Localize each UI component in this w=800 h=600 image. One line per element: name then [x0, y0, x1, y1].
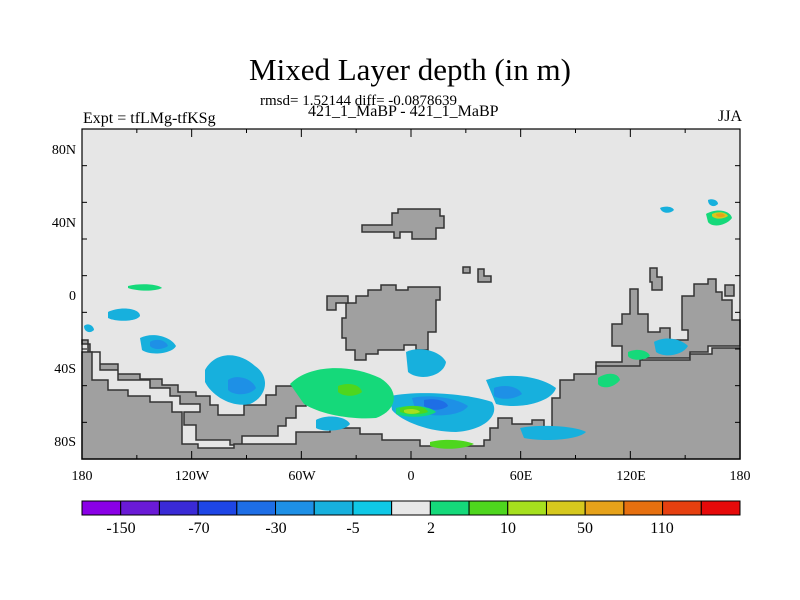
colorbar-swatch	[236, 500, 277, 516]
colorbar-swatch	[545, 500, 586, 516]
anomaly-green-d	[598, 373, 620, 388]
lon-label: 180	[72, 469, 93, 484]
lon-label: 120W	[175, 469, 210, 484]
colorbar-label: 50	[577, 520, 593, 537]
anomaly-sky-l	[708, 199, 718, 207]
lat-label: 80S	[54, 435, 76, 450]
experiment-label: Expt = tfLMg-tfKSg	[83, 110, 216, 127]
colorbar-label: 2	[427, 520, 435, 537]
colorbar-label: -30	[265, 520, 286, 537]
colorbar-label: 110	[650, 520, 673, 537]
anomaly-blue-c	[424, 399, 448, 410]
colorbar-swatch	[700, 500, 741, 516]
colorbar-swatch	[391, 500, 431, 516]
colorbar-swatch	[429, 500, 470, 516]
anomaly-green-c	[128, 284, 162, 291]
lat-label: 40S	[54, 362, 76, 377]
colorbar-swatch	[81, 500, 122, 516]
anomaly-sky-j	[84, 324, 94, 333]
colorbar-labels: -150 -70 -30 -5 2 10 50 110	[106, 520, 673, 537]
colorbar-swatch	[158, 500, 199, 516]
lat-labels: 80N 40N 0 40S 80S	[52, 143, 76, 450]
anomaly-orange-a	[716, 213, 725, 218]
colorbar-swatch	[352, 500, 393, 516]
colorbar-label: 10	[500, 520, 516, 537]
lon-labels: 180 120W 60W 0 60E 120E 180	[72, 469, 751, 484]
colorbar-swatch	[275, 500, 315, 516]
colorbar-swatch	[197, 500, 238, 516]
anomaly-yellow-b	[404, 408, 420, 414]
colorbar-label: -70	[188, 520, 209, 537]
lon-label: 0	[408, 469, 415, 484]
colorbar-label: -150	[106, 520, 135, 537]
colorbar-swatch	[313, 500, 354, 516]
colorbar-swatch	[623, 500, 664, 516]
land-island-e	[724, 284, 735, 297]
lon-label: 120E	[616, 469, 646, 484]
anomaly-sky-a	[108, 308, 140, 321]
season-label: JJA	[717, 108, 742, 125]
colorbar-swatch	[507, 500, 547, 516]
anomaly-blue-e	[494, 386, 522, 399]
land-island-b	[477, 268, 492, 283]
colorbar-swatch	[468, 500, 509, 516]
map-ticks	[81, 128, 741, 460]
anomaly-contours	[84, 199, 732, 449]
colorbar-swatch	[120, 500, 160, 516]
anomaly-sky-i	[316, 416, 350, 431]
land-island-d	[649, 267, 663, 291]
stats-text: rmsd= 1.52144 diff= -0.0878639	[260, 93, 458, 109]
lat-label: 80N	[52, 143, 76, 158]
anomaly-blue-d	[150, 339, 168, 349]
anomaly-green-e	[628, 349, 650, 360]
lon-label: 180	[730, 469, 751, 484]
lat-label: 0	[69, 289, 76, 304]
anomaly-sky-d	[406, 349, 446, 377]
land-australia	[595, 278, 741, 369]
lat-label: 40N	[52, 216, 76, 231]
subtitle: 421_1_MaBP - 421_1_MaBP	[308, 103, 499, 120]
land-north	[361, 208, 445, 240]
anomaly-green-i	[430, 439, 474, 449]
anomaly-sky-h	[520, 425, 586, 440]
land-africa	[341, 284, 441, 361]
anomaly-blue-a	[228, 377, 256, 395]
land-island-a	[462, 266, 471, 274]
colorbar-swatch	[662, 500, 702, 516]
anomaly-green-h	[338, 384, 362, 396]
lon-label: 60W	[288, 469, 316, 484]
lon-label: 60E	[510, 469, 533, 484]
colorbar-swatch	[584, 500, 625, 516]
anomaly-sky-k	[660, 206, 674, 213]
colorbar	[81, 500, 741, 516]
land-island-c	[326, 295, 349, 311]
colorbar-label: -5	[346, 520, 359, 537]
chart-title: Mixed Layer depth (in m)	[249, 52, 571, 87]
anomaly-sky-g	[654, 338, 688, 356]
